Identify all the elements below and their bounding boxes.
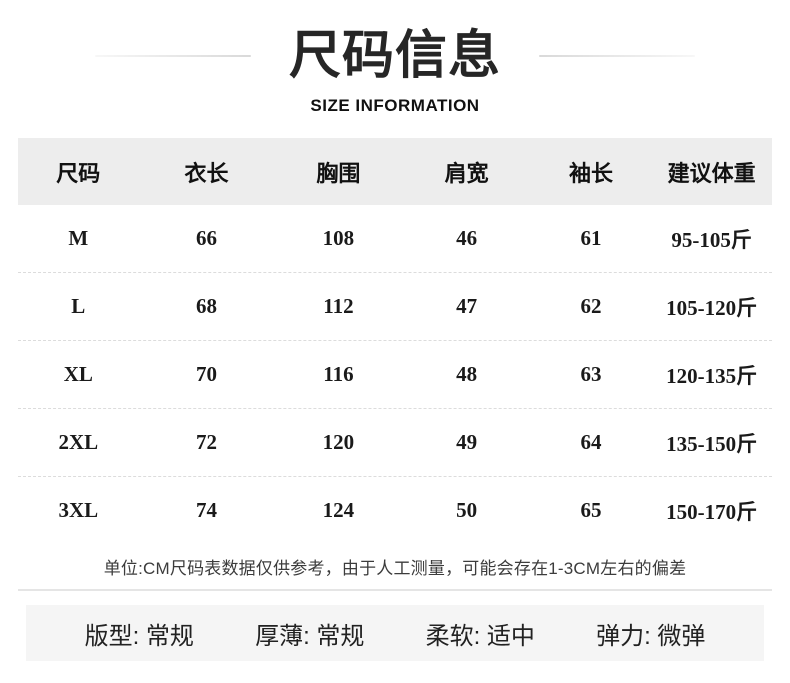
weight-value: 105-120斤	[666, 295, 758, 320]
weight-value: 135-150斤	[666, 431, 758, 456]
title-decorative-line-right	[539, 55, 695, 57]
sleeve-value: 61	[580, 226, 602, 250]
attribute-thickness: 厚薄: 常规	[255, 622, 365, 650]
table-row-3xl: 3XL 74 124 50 65 150-170斤	[18, 476, 772, 544]
sleeve-value: 64	[580, 430, 602, 454]
attribute-elasticity: 弹力: 微弹	[596, 622, 706, 650]
shoulder-value: 48	[456, 362, 478, 386]
table-header-row: 尺码 衣长 胸围 肩宽 袖长 建议体重	[18, 138, 772, 205]
column-header-shoulder: 肩宽	[444, 160, 489, 186]
shoulder-value: 49	[456, 430, 478, 454]
chest-value: 116	[323, 362, 354, 386]
title-decorative-line-left	[94, 55, 251, 57]
attribute-softness: 柔软: 适中	[425, 622, 535, 650]
length-value: 74	[195, 498, 217, 522]
page-subtitle: SIZE INFORMATION	[310, 96, 480, 115]
attribute-fit: 版型: 常规	[84, 622, 194, 650]
sleeve-value: 62	[580, 294, 602, 318]
length-value: 66	[195, 226, 217, 250]
shoulder-value: 50	[456, 498, 478, 522]
chest-value: 120	[322, 430, 355, 454]
weight-value: 120-135斤	[666, 363, 758, 388]
measurement-disclaimer: 单位:CM尺码表数据仅供参考，由于人工测量，可能会存在1-3CM左右的偏差	[103, 559, 687, 578]
shoulder-value: 46	[456, 226, 478, 250]
size-table: 尺码 衣长 胸围 肩宽 袖长 建议体重 M 66 108 46 61 95-10…	[18, 138, 772, 544]
chest-value: 108	[322, 226, 355, 250]
sleeve-value: 65	[580, 498, 602, 522]
page-title: 尺码信息	[288, 27, 501, 85]
column-header-weight: 建议体重	[667, 160, 756, 186]
length-value: 70	[195, 362, 217, 386]
fabric-attribute-bar: 版型: 常规 厚薄: 常规 柔软: 适中 弹力: 微弹	[26, 605, 764, 661]
sleeve-value: 63	[580, 362, 602, 386]
column-header-garment-length: 衣长	[184, 160, 229, 186]
length-value: 68	[195, 294, 217, 318]
size-value: L	[71, 294, 86, 318]
size-value: M	[68, 226, 89, 250]
section-divider	[18, 589, 772, 591]
size-value: 3XL	[58, 498, 99, 522]
weight-value: 95-105斤	[671, 227, 752, 252]
size-value: XL	[63, 362, 93, 386]
chest-value: 124	[322, 498, 355, 522]
column-header-size: 尺码	[56, 160, 101, 186]
column-header-sleeve: 袖长	[568, 160, 613, 186]
size-value: 2XL	[58, 430, 99, 454]
table-row-2xl: 2XL 72 120 49 64 135-150斤	[18, 408, 772, 476]
shoulder-value: 47	[456, 294, 478, 318]
column-header-chest: 胸围	[316, 160, 361, 186]
table-row-m: M 66 108 46 61 95-105斤	[18, 205, 772, 272]
table-row-xl: XL 70 116 48 63 120-135斤	[18, 340, 772, 408]
title-section: 尺码信息 SIZE INFORMATION	[0, 0, 790, 116]
weight-value: 150-170斤	[666, 499, 758, 524]
chest-value: 112	[323, 294, 354, 318]
length-value: 72	[195, 430, 217, 454]
table-row-l: L 68 112 47 62 105-120斤	[18, 272, 772, 340]
